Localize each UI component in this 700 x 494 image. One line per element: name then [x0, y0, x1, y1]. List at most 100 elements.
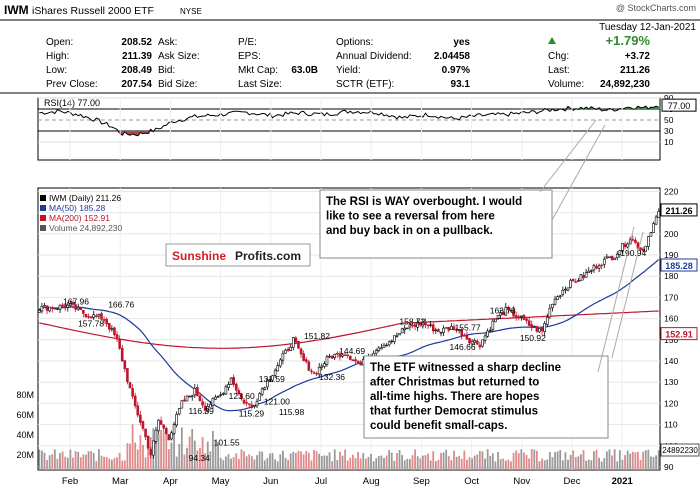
volume-bar [87, 451, 90, 470]
candle-body [190, 395, 194, 398]
volume-bar [388, 450, 391, 470]
candle-body [634, 239, 637, 243]
candle-body [406, 327, 409, 330]
candle-body [201, 401, 204, 406]
volume-axis-tick: 40M [16, 430, 34, 440]
etf-annotation-line: after Christmas but returned to [370, 377, 539, 389]
candle-body [258, 393, 261, 401]
candle-body [434, 329, 438, 332]
x-axis-tick: Mar [112, 476, 128, 487]
volume-bar [328, 452, 331, 470]
candle-body [426, 324, 430, 327]
candle-body [266, 379, 269, 388]
candle-body [245, 402, 248, 404]
candle-body [535, 326, 539, 332]
volume-bar [370, 453, 372, 470]
candle-body [209, 404, 212, 408]
volume-bar [144, 457, 147, 470]
volume-bar [292, 451, 295, 470]
volume-bar [390, 452, 393, 470]
candle-body [488, 329, 492, 332]
volume-bar [336, 460, 339, 470]
volume-bar [271, 453, 274, 470]
price-annotation: 132.36 [319, 372, 345, 382]
volume-bar [564, 452, 567, 470]
candle-body [520, 315, 523, 318]
candle-body [644, 245, 648, 252]
up-arrow-icon [548, 37, 556, 44]
volume-bar [567, 459, 569, 470]
candle-body [442, 327, 445, 333]
candle-body [56, 308, 59, 310]
etf-annotation-line: The ETF witnessed a sharp decline [370, 362, 561, 374]
volume-bar [577, 456, 580, 470]
volume-bar [147, 435, 150, 470]
candle-body [110, 328, 114, 330]
volume-bar [344, 449, 347, 470]
volume-bar [170, 442, 173, 470]
candle-body [538, 328, 541, 333]
candle-body [623, 243, 627, 248]
candle-body [87, 316, 90, 318]
volume-bar [38, 449, 41, 470]
candle-body [548, 307, 552, 318]
volume-bar [256, 455, 258, 470]
candle-body [457, 329, 461, 331]
rsi-annotation-line: like to see a reversal from here [326, 211, 495, 223]
price-tag-value: 152.91 [665, 330, 693, 340]
volume-bar [232, 457, 235, 470]
volume-bar [320, 455, 323, 470]
volume-bar [364, 458, 367, 470]
volume-bar [230, 458, 232, 470]
candle-body [302, 353, 305, 361]
volume-bar [481, 451, 484, 470]
rsi-annotation-line: and buy back in on a pullback. [326, 225, 493, 237]
volume-bar [507, 459, 510, 470]
price-annotation: 157.78 [78, 318, 104, 328]
volume-bar [375, 458, 378, 470]
volume-bar [642, 451, 645, 470]
candle-body [491, 320, 495, 330]
volume-bar [613, 449, 616, 470]
candle-body [102, 319, 106, 321]
volume-bar [59, 453, 61, 470]
volume-bar [113, 458, 116, 470]
price-tag [660, 327, 698, 341]
candle-body [294, 337, 298, 343]
price-annotation: 163.73 [490, 306, 516, 316]
price-annotation: 144.69 [339, 346, 365, 356]
stat-label: Options: [336, 37, 373, 48]
stat-value: 0.97% [442, 65, 470, 76]
volume-bar [201, 437, 204, 470]
volume-bar [69, 449, 72, 470]
candle-body [354, 359, 357, 362]
candle-body [636, 242, 640, 249]
volume-bar [196, 450, 199, 470]
volume-bar [183, 454, 186, 470]
candle-body [113, 327, 116, 336]
volume-bar [406, 458, 409, 470]
candle-body [172, 424, 176, 434]
candle-body [463, 334, 466, 337]
candle-body [152, 440, 155, 456]
volume-bar [129, 443, 131, 470]
price-annotation: 123.60 [229, 391, 255, 401]
volume-bar [535, 450, 538, 470]
candle-body [649, 232, 653, 237]
date-label: Tuesday 12-Jan-2021 [599, 22, 696, 33]
candle-body [486, 330, 489, 337]
volume-axis-tick: 20M [16, 450, 34, 460]
candle-body [284, 349, 287, 354]
volume-bar [331, 461, 334, 470]
candle-body [641, 248, 645, 252]
volume-bar [167, 449, 170, 470]
price-tag-value: 185.28 [665, 261, 693, 271]
volume-bar [504, 460, 507, 470]
candle-body [297, 341, 300, 349]
candle-body [605, 256, 609, 259]
volume-bar [123, 460, 126, 470]
volume-bar [279, 454, 282, 470]
stat-value: 211.39 [122, 51, 152, 62]
candle-body [639, 247, 642, 251]
candle-body [131, 388, 134, 397]
